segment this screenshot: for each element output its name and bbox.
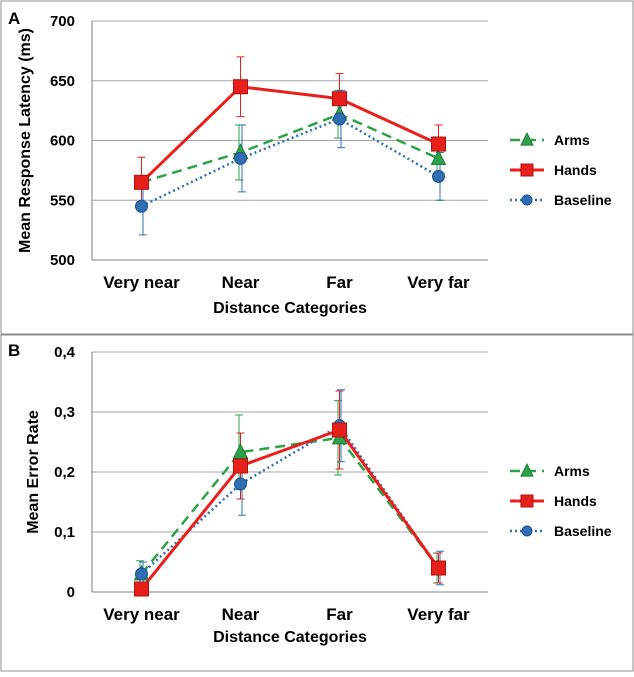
series-line-hands (140, 85, 440, 184)
panel-label: A (8, 9, 20, 28)
data-point-arms (430, 149, 447, 165)
data-point-arms (232, 443, 249, 459)
legend-label-baseline: Baseline (554, 192, 612, 208)
x-tick-label: Very near (103, 605, 180, 624)
legend-marker-baseline (521, 194, 533, 206)
data-point-baseline (135, 199, 148, 213)
chart-panel-b: B 0 0,1 0,2 0,3 0,4 Very near Near Far Very far Di… (0, 334, 634, 672)
data-point-hands (233, 79, 248, 95)
legend-label-hands: Hands (554, 493, 597, 509)
data-point-hands (431, 136, 446, 152)
data-point-hands (332, 91, 347, 107)
x-tick-label: Very near (103, 273, 180, 292)
y-axis-label: Mean Error Rate (25, 410, 42, 534)
legend-marker-baseline (521, 525, 533, 537)
x-tick-label: Near (222, 273, 260, 292)
data-point-hands (233, 458, 248, 474)
legend-marker-hands (520, 494, 534, 508)
legend-label-arms: Arms (554, 132, 590, 148)
y-tick-label: 500 (50, 252, 75, 269)
x-tick-label: Far (326, 605, 353, 624)
data-point-baseline (432, 169, 445, 183)
x-axis-label: Distance Categories (213, 629, 367, 646)
legend-marker-arms (520, 462, 534, 477)
series-line-hands (140, 428, 440, 590)
panel-frame (0, 334, 634, 672)
legend-label-arms: Arms (554, 463, 590, 479)
legend-label-baseline: Baseline (554, 523, 612, 539)
y-tick-label: 650 (50, 73, 75, 90)
data-point-hands (431, 560, 446, 576)
x-tick-label: Very far (407, 273, 470, 292)
y-tick-label: 0,3 (54, 404, 75, 421)
y-tick-label: 0 (67, 584, 75, 601)
data-point-hands (134, 581, 149, 597)
x-axis-label: Distance Categories (213, 300, 367, 317)
y-tick-label: 0,1 (54, 524, 75, 541)
panel-label: B (8, 341, 20, 360)
y-tick-label: 550 (50, 192, 75, 209)
legend-marker-hands (520, 163, 534, 177)
x-tick-label: Far (326, 273, 353, 292)
data-point-baseline (135, 567, 148, 581)
legend-marker-arms (520, 131, 534, 146)
data-point-baseline (333, 112, 346, 126)
x-tick-label: Near (222, 605, 260, 624)
panel-frame (0, 0, 634, 335)
data-point-hands (134, 174, 149, 190)
data-point-hands (332, 422, 347, 438)
data-point-baseline (234, 477, 247, 491)
y-tick-label: 0,2 (54, 464, 75, 481)
y-tick-label: 600 (50, 133, 75, 150)
legend-label-hands: Hands (554, 162, 597, 178)
legend: Arms Hands Baseline (510, 462, 612, 539)
legend: Arms Hands Baseline (510, 131, 612, 208)
chart-panel-a: A 500 550 600 650 700 Very near Near Far Very far… (0, 0, 634, 335)
y-tick-label: 0,4 (54, 344, 76, 361)
data-point-baseline (234, 151, 247, 165)
x-tick-label: Very far (407, 605, 470, 624)
series-line-arms (141, 112, 440, 184)
y-tick-label: 700 (50, 13, 75, 30)
series-line-arms (140, 436, 440, 575)
y-axis-label: Mean Response Latency (ms) (17, 28, 34, 253)
